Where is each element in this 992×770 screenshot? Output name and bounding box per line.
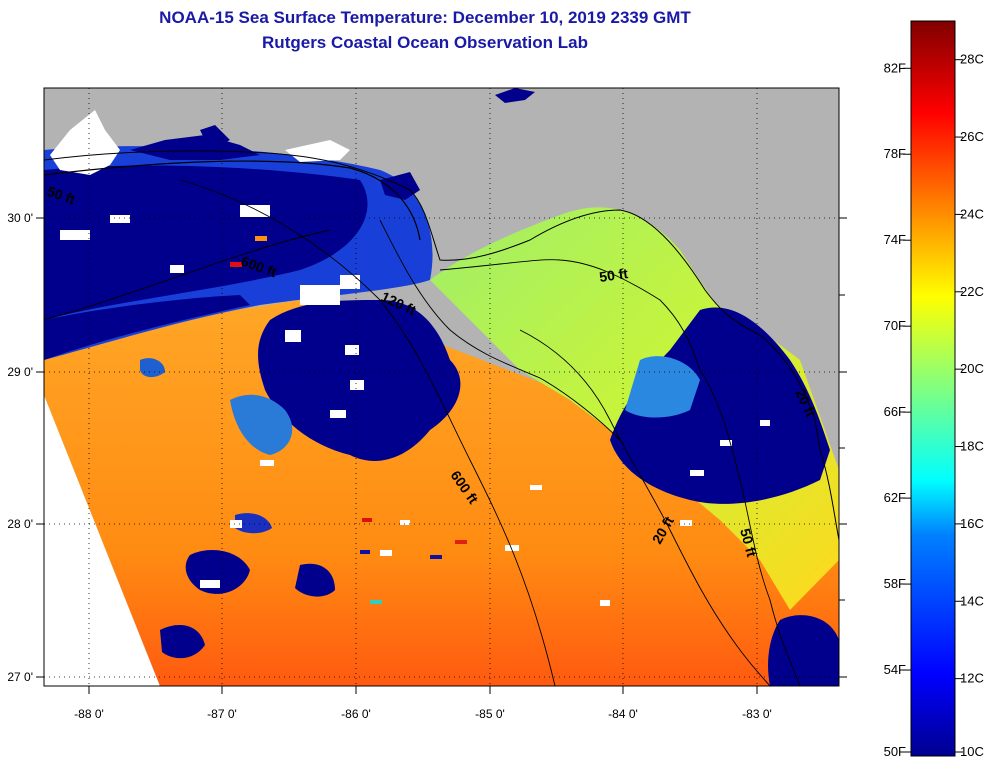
colorbar-label-f: 50F	[884, 744, 906, 759]
colorbar-label-f: 70F	[884, 318, 906, 333]
colorbar-label-f: 74F	[884, 232, 906, 247]
contour-120ft	[379, 219, 621, 441]
contour-20ft	[519, 329, 771, 686]
contour-label: 50 ft	[737, 527, 760, 559]
lon-label-84: -84 0'	[608, 707, 638, 721]
colorbar-label-c: 12C	[960, 671, 984, 686]
colorbar-label-c: 10C	[960, 744, 984, 759]
contour-50ft-east	[439, 259, 801, 686]
lon-label-83: -83 0'	[742, 707, 772, 721]
colorbar-label-f: 82F	[884, 60, 906, 75]
lon-label-87: -87 0'	[207, 707, 237, 721]
cloud-mask	[60, 205, 770, 606]
colorbar-label-c: 14C	[960, 593, 984, 608]
map-frame	[43, 87, 840, 687]
lon-label-86: -86 0'	[341, 707, 371, 721]
colorbar-label-c: 20C	[960, 361, 984, 376]
chart-title: NOAA-15 Sea Surface Temperature: Decembe…	[159, 8, 691, 27]
contour-600ft	[179, 179, 556, 686]
colorbar-label-c: 16C	[960, 516, 984, 531]
contour-label: 50 ft	[598, 265, 629, 285]
coastal-cold-water	[610, 307, 830, 504]
colorbar-label-c: 26C	[960, 129, 984, 144]
colorbar-label-c: 28C	[960, 52, 984, 67]
colorbar-scale	[910, 20, 956, 757]
colorbar-label-f: 66F	[884, 404, 906, 419]
contour-50ft-west	[44, 160, 421, 241]
lat-label-30: 30 0'	[7, 211, 33, 225]
colorbar-label-c: 24C	[960, 206, 984, 221]
lat-label-28: 28 0'	[7, 517, 33, 531]
colorbar-label-f: 78F	[884, 146, 906, 161]
colorbar-label-c: 22C	[960, 284, 984, 299]
lat-label-29: 29 0'	[7, 365, 33, 379]
colorbar-label-c: 18C	[960, 439, 984, 454]
colorbar-label-f: 62F	[884, 490, 906, 505]
coastline	[44, 150, 839, 541]
chart-subtitle: Rutgers Coastal Ocean Observation Lab	[262, 33, 588, 52]
lat-label-27: 27 0'	[7, 670, 33, 684]
lon-label-85: -85 0'	[475, 707, 505, 721]
colorbar-label-f: 54F	[884, 662, 906, 677]
axis-ticks	[36, 217, 847, 694]
colorbar-label-f: 58F	[884, 576, 906, 591]
lon-label-88: -88 0'	[74, 707, 104, 721]
